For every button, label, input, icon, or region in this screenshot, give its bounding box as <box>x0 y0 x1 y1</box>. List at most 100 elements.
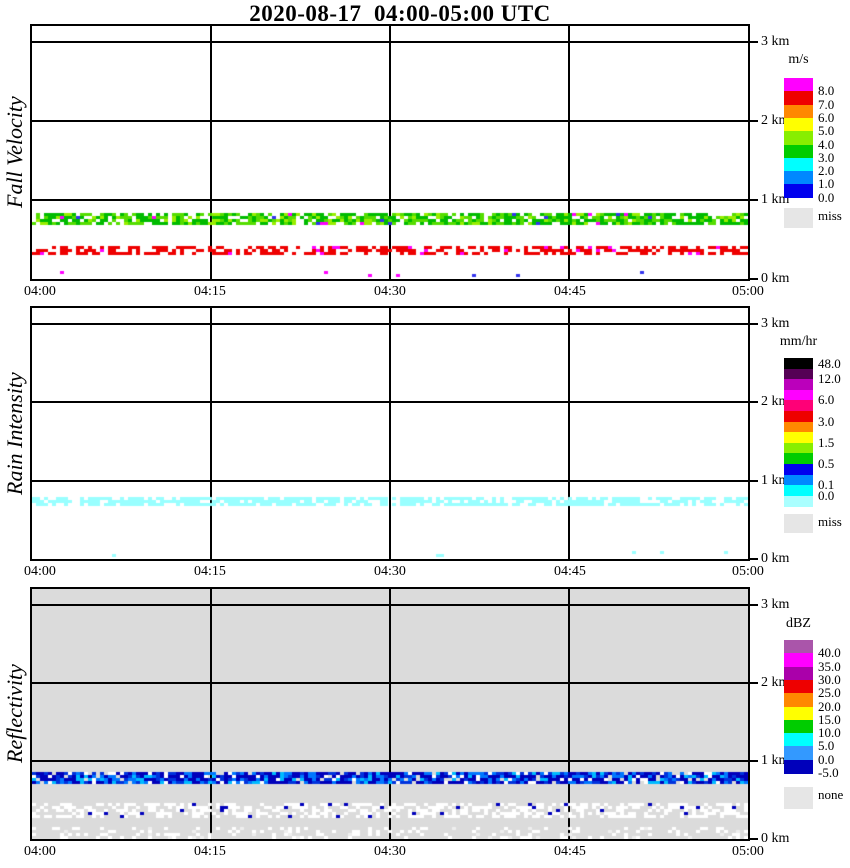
km-tick-label: 0 km <box>761 271 790 286</box>
colorbar-segment <box>784 759 813 774</box>
colorbar-tick-label: 20.0 <box>818 698 841 714</box>
colorbar-segment <box>784 474 813 486</box>
plot-area-fall-velocity <box>30 24 750 281</box>
colorbar-tick-label: 0.5 <box>818 456 835 471</box>
colorbar-tick-label: 40.0 <box>818 645 841 661</box>
colorbar-tick-label: 35.0 <box>818 658 841 674</box>
colorbar-segment <box>784 653 813 668</box>
heatmap-data-fall-velocity <box>32 26 748 279</box>
km-tick <box>750 401 758 404</box>
colorbar-tick-label: -5.0 <box>818 765 839 780</box>
x-tick-label: 04:15 <box>194 284 226 299</box>
x-tick-label: 04:45 <box>554 564 586 579</box>
y-axis-label-rain-intensity: Rain Intensity <box>2 372 27 495</box>
colorbar-segment <box>784 679 813 694</box>
km-tick <box>750 479 758 482</box>
km-tick <box>750 199 758 201</box>
colorbar-segment <box>784 485 813 497</box>
x-tick-label: 04:00 <box>24 284 56 299</box>
colorbar-segment <box>784 144 813 159</box>
colorbar-segment <box>784 358 813 370</box>
colorbar-unit-label: mm/hr <box>779 334 818 349</box>
colorbar-tick-label: 0.1 <box>818 477 835 493</box>
colorbar-segment <box>784 78 813 92</box>
km-tick-label: 2 km <box>761 394 790 410</box>
colorbar-miss-label: miss <box>818 207 842 223</box>
colorbar-miss-label: none <box>818 787 844 802</box>
km-tick-label: 2 km <box>761 113 790 128</box>
km-tick-label: 1 km <box>761 472 790 488</box>
colorbar-segment <box>784 368 813 380</box>
colorbar-tick-label: 8.0 <box>818 83 835 99</box>
colorbar-segment <box>784 157 813 172</box>
km-tick-label: 1 km <box>761 753 790 768</box>
colorbar-tick-label: 15.0 <box>818 711 841 727</box>
heatmap-data-rain-intensity <box>32 308 748 559</box>
x-tick-label: 05:00 <box>732 844 764 859</box>
colorbar-tick-label: 10.0 <box>818 725 841 741</box>
km-tick-label: 1 km <box>761 192 790 207</box>
colorbar-tick-label: 6.0 <box>818 109 835 125</box>
x-tick-label: 04:30 <box>374 844 406 859</box>
colorbar-segment <box>784 400 813 412</box>
colorbar-tick-label: 7.0 <box>818 96 835 112</box>
km-tick <box>750 558 758 560</box>
colorbar-segment <box>784 442 813 454</box>
colorbar-segment <box>784 411 813 423</box>
x-tick-label: 04:15 <box>194 844 226 859</box>
colorbar-segment <box>784 379 813 391</box>
heatmap-data-reflectivity <box>32 589 748 839</box>
km-tick <box>750 838 758 840</box>
y-axis-label-reflectivity: Reflectivity <box>2 664 27 764</box>
plot-area-rain-intensity <box>30 306 750 561</box>
colorbar-tick-label: 25.0 <box>818 685 841 701</box>
colorbar-segment <box>784 706 813 721</box>
x-tick-label: 04:30 <box>374 564 406 579</box>
colorbar-tick-label: 6.0 <box>818 392 835 408</box>
y-axis-label-fall-velocity: Fall Velocity <box>2 96 27 209</box>
colorbar-tick-label: 1.0 <box>818 176 835 192</box>
x-tick-label: 05:00 <box>732 284 764 299</box>
x-tick-label: 04:45 <box>554 284 586 299</box>
plot-area-reflectivity <box>30 587 750 841</box>
colorbar-segment <box>784 432 813 444</box>
colorbar-tick-label: 0.0 <box>818 189 835 205</box>
km-tick <box>750 760 758 762</box>
km-tick <box>750 278 758 280</box>
colorbar-segment <box>784 91 813 106</box>
km-tick-label: 2 km <box>761 675 790 690</box>
km-tick <box>750 323 758 325</box>
km-tick-label: 0 km <box>761 831 790 846</box>
km-tick <box>750 120 758 122</box>
colorbar-segment <box>784 171 813 185</box>
km-tick-label: 3 km <box>761 316 790 331</box>
colorbar-miss-label: miss <box>818 514 842 530</box>
colorbar-top-label: 48.0 <box>818 356 841 371</box>
colorbar-segment <box>784 421 813 433</box>
colorbar-tick-label: 4.0 <box>818 136 835 152</box>
colorbar-segment <box>784 640 813 654</box>
colorbar-segment <box>784 184 813 199</box>
km-tick-label: 3 km <box>761 34 790 49</box>
colorbar-segment <box>784 746 813 761</box>
colorbar-segment <box>784 464 813 476</box>
page-title: 2020-08-17 04:00-05:00 UTC <box>249 1 551 26</box>
km-tick <box>750 604 758 606</box>
colorbar-segment <box>784 666 813 681</box>
colorbar-miss-swatch <box>784 514 813 534</box>
x-tick-label: 04:00 <box>24 844 56 859</box>
colorbar-segment <box>784 131 813 146</box>
x-tick-label: 05:00 <box>732 564 764 579</box>
colorbar-segment <box>784 104 813 119</box>
colorbar-unit-label: m/s <box>788 52 809 67</box>
colorbar-tick-label: 5.0 <box>818 123 835 139</box>
colorbar-tick-label: 12.0 <box>818 371 841 387</box>
x-tick-label: 04:30 <box>374 284 406 299</box>
x-tick-label: 04:15 <box>194 564 226 579</box>
km-tick <box>750 41 758 43</box>
colorbar-segment <box>784 733 813 747</box>
km-tick <box>750 682 758 684</box>
colorbar-tick-label: 5.0 <box>818 738 835 754</box>
colorbar-tick-label: 1.5 <box>818 434 835 450</box>
colorbar-tick-label: 3.0 <box>818 413 835 429</box>
